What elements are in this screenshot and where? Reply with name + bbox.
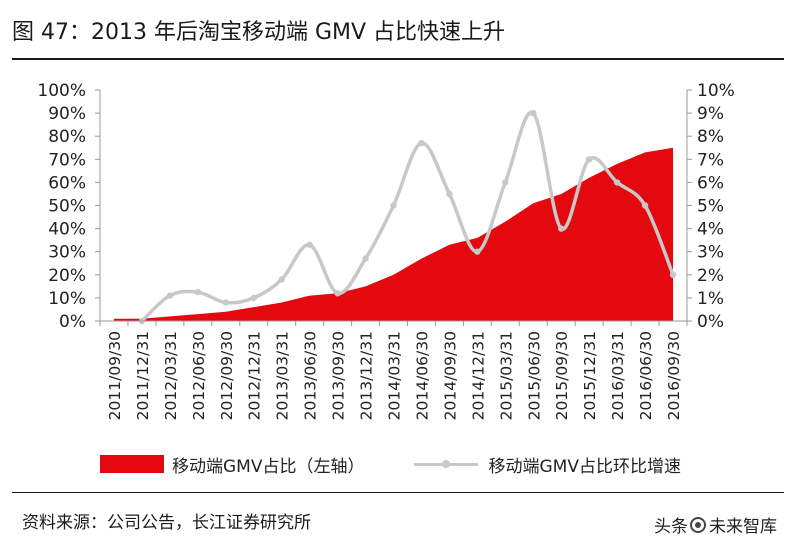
y-tick-label-left: 50% bbox=[48, 197, 86, 217]
legend-swatch-area bbox=[100, 455, 164, 473]
y-tick-label-right: 2% bbox=[697, 266, 724, 286]
source-note: 资料来源：公司公告，长江证券研究所 bbox=[22, 513, 311, 533]
y-tick-label-left: 40% bbox=[48, 220, 86, 240]
line-point bbox=[418, 139, 425, 147]
line-point bbox=[558, 225, 565, 232]
x-tick-label: 2013/09/30 bbox=[330, 331, 348, 420]
x-tick-label: 2014/06/30 bbox=[413, 331, 431, 420]
x-tick-label: 2012/06/30 bbox=[190, 331, 208, 420]
y-tick-label-right: 8% bbox=[697, 127, 724, 147]
y-tick-label-left: 0% bbox=[59, 312, 86, 332]
y-tick-label-right: 6% bbox=[697, 173, 724, 193]
line-point bbox=[585, 156, 593, 163]
line-point bbox=[278, 276, 285, 283]
x-tick-label: 2012/03/31 bbox=[162, 331, 180, 420]
y-tick-label-right: 9% bbox=[697, 104, 724, 124]
line-point bbox=[530, 109, 537, 117]
line-point bbox=[446, 190, 453, 198]
x-tick-label: 2012/12/31 bbox=[246, 331, 264, 420]
watermark-icon bbox=[690, 516, 706, 533]
watermark-name: 未来智库 bbox=[709, 517, 777, 537]
line-point bbox=[194, 288, 202, 296]
line-point bbox=[334, 290, 341, 297]
watermark-prefix: 头条 bbox=[654, 517, 688, 537]
x-tick-label: 2012/09/30 bbox=[218, 331, 236, 420]
chart: 0% 10% 20% 30% 40% 50% 60% 70% 80% 90% 100% 0% 1% 2% 3… bbox=[37, 81, 735, 420]
line-point bbox=[222, 299, 229, 306]
watermark: 头条 未来智库 bbox=[654, 512, 777, 537]
line-point bbox=[306, 241, 313, 248]
y-tick-label-right: 1% bbox=[697, 289, 724, 309]
x-tick-label: 2015/09/30 bbox=[553, 331, 571, 420]
x-tick-label: 2016/06/30 bbox=[637, 331, 655, 420]
line-point bbox=[166, 292, 174, 299]
x-tick-label: 2014/03/31 bbox=[386, 331, 404, 420]
legend-label-area: 移动端GMV占比（左轴） bbox=[172, 456, 365, 477]
area-series-gmv-share bbox=[113, 147, 674, 321]
legend: 移动端GMV占比（左轴） 移动端GMV占比环比增速 bbox=[100, 452, 760, 477]
y-tick-label-left: 100% bbox=[37, 81, 86, 101]
x-tick-label: 2015/03/31 bbox=[497, 331, 515, 420]
legend-swatch-line bbox=[414, 455, 479, 473]
y-tick-label-left: 30% bbox=[48, 243, 86, 263]
y-tick-label-right: 7% bbox=[697, 150, 724, 170]
line-point bbox=[613, 179, 621, 186]
x-tick-label: 2015/12/31 bbox=[581, 331, 599, 420]
x-tick-label: 2013/06/30 bbox=[302, 331, 320, 420]
y-tick-label-right: 0% bbox=[697, 312, 724, 332]
y-tick-label-right: 10% bbox=[697, 81, 735, 101]
y-tick-label-right: 5% bbox=[697, 197, 724, 217]
y-tick-label-right: 4% bbox=[697, 220, 724, 240]
x-tick-label: 2014/09/30 bbox=[441, 331, 459, 420]
x-tick-label: 2015/06/30 bbox=[525, 331, 543, 420]
line-point bbox=[362, 255, 369, 262]
x-tick-label: 2016/09/30 bbox=[665, 331, 683, 420]
line-point bbox=[474, 248, 481, 255]
y-tick-label-left: 60% bbox=[48, 173, 86, 193]
x-tick-label: 2011/09/30 bbox=[106, 331, 124, 420]
line-point bbox=[390, 202, 397, 209]
y-tick-label-left: 80% bbox=[48, 127, 86, 147]
top-rule bbox=[12, 58, 784, 60]
figure-title: 图 47：2013 年后淘宝移动端 GMV 占比快速上升 bbox=[12, 20, 506, 45]
y-tick-label-left: 10% bbox=[48, 289, 86, 309]
line-point bbox=[250, 294, 257, 302]
legend-label-line: 移动端GMV占比环比增速 bbox=[488, 456, 681, 477]
line-point bbox=[641, 202, 649, 209]
y-tick-label-right: 3% bbox=[697, 243, 724, 263]
x-tick-label: 2014/12/31 bbox=[469, 331, 487, 420]
y-tick-label-left: 90% bbox=[48, 104, 86, 124]
x-tick-label: 2016/03/31 bbox=[609, 331, 627, 420]
line-point bbox=[669, 271, 677, 278]
x-tick-label: 2013/12/31 bbox=[358, 331, 376, 420]
y-tick-label-left: 20% bbox=[48, 266, 86, 286]
line-point bbox=[502, 179, 509, 186]
bottom-rule bbox=[12, 492, 784, 493]
x-tick-label: 2011/12/31 bbox=[134, 331, 152, 420]
x-tick-label: 2013/03/31 bbox=[274, 331, 292, 420]
y-tick-label-left: 70% bbox=[48, 150, 86, 170]
